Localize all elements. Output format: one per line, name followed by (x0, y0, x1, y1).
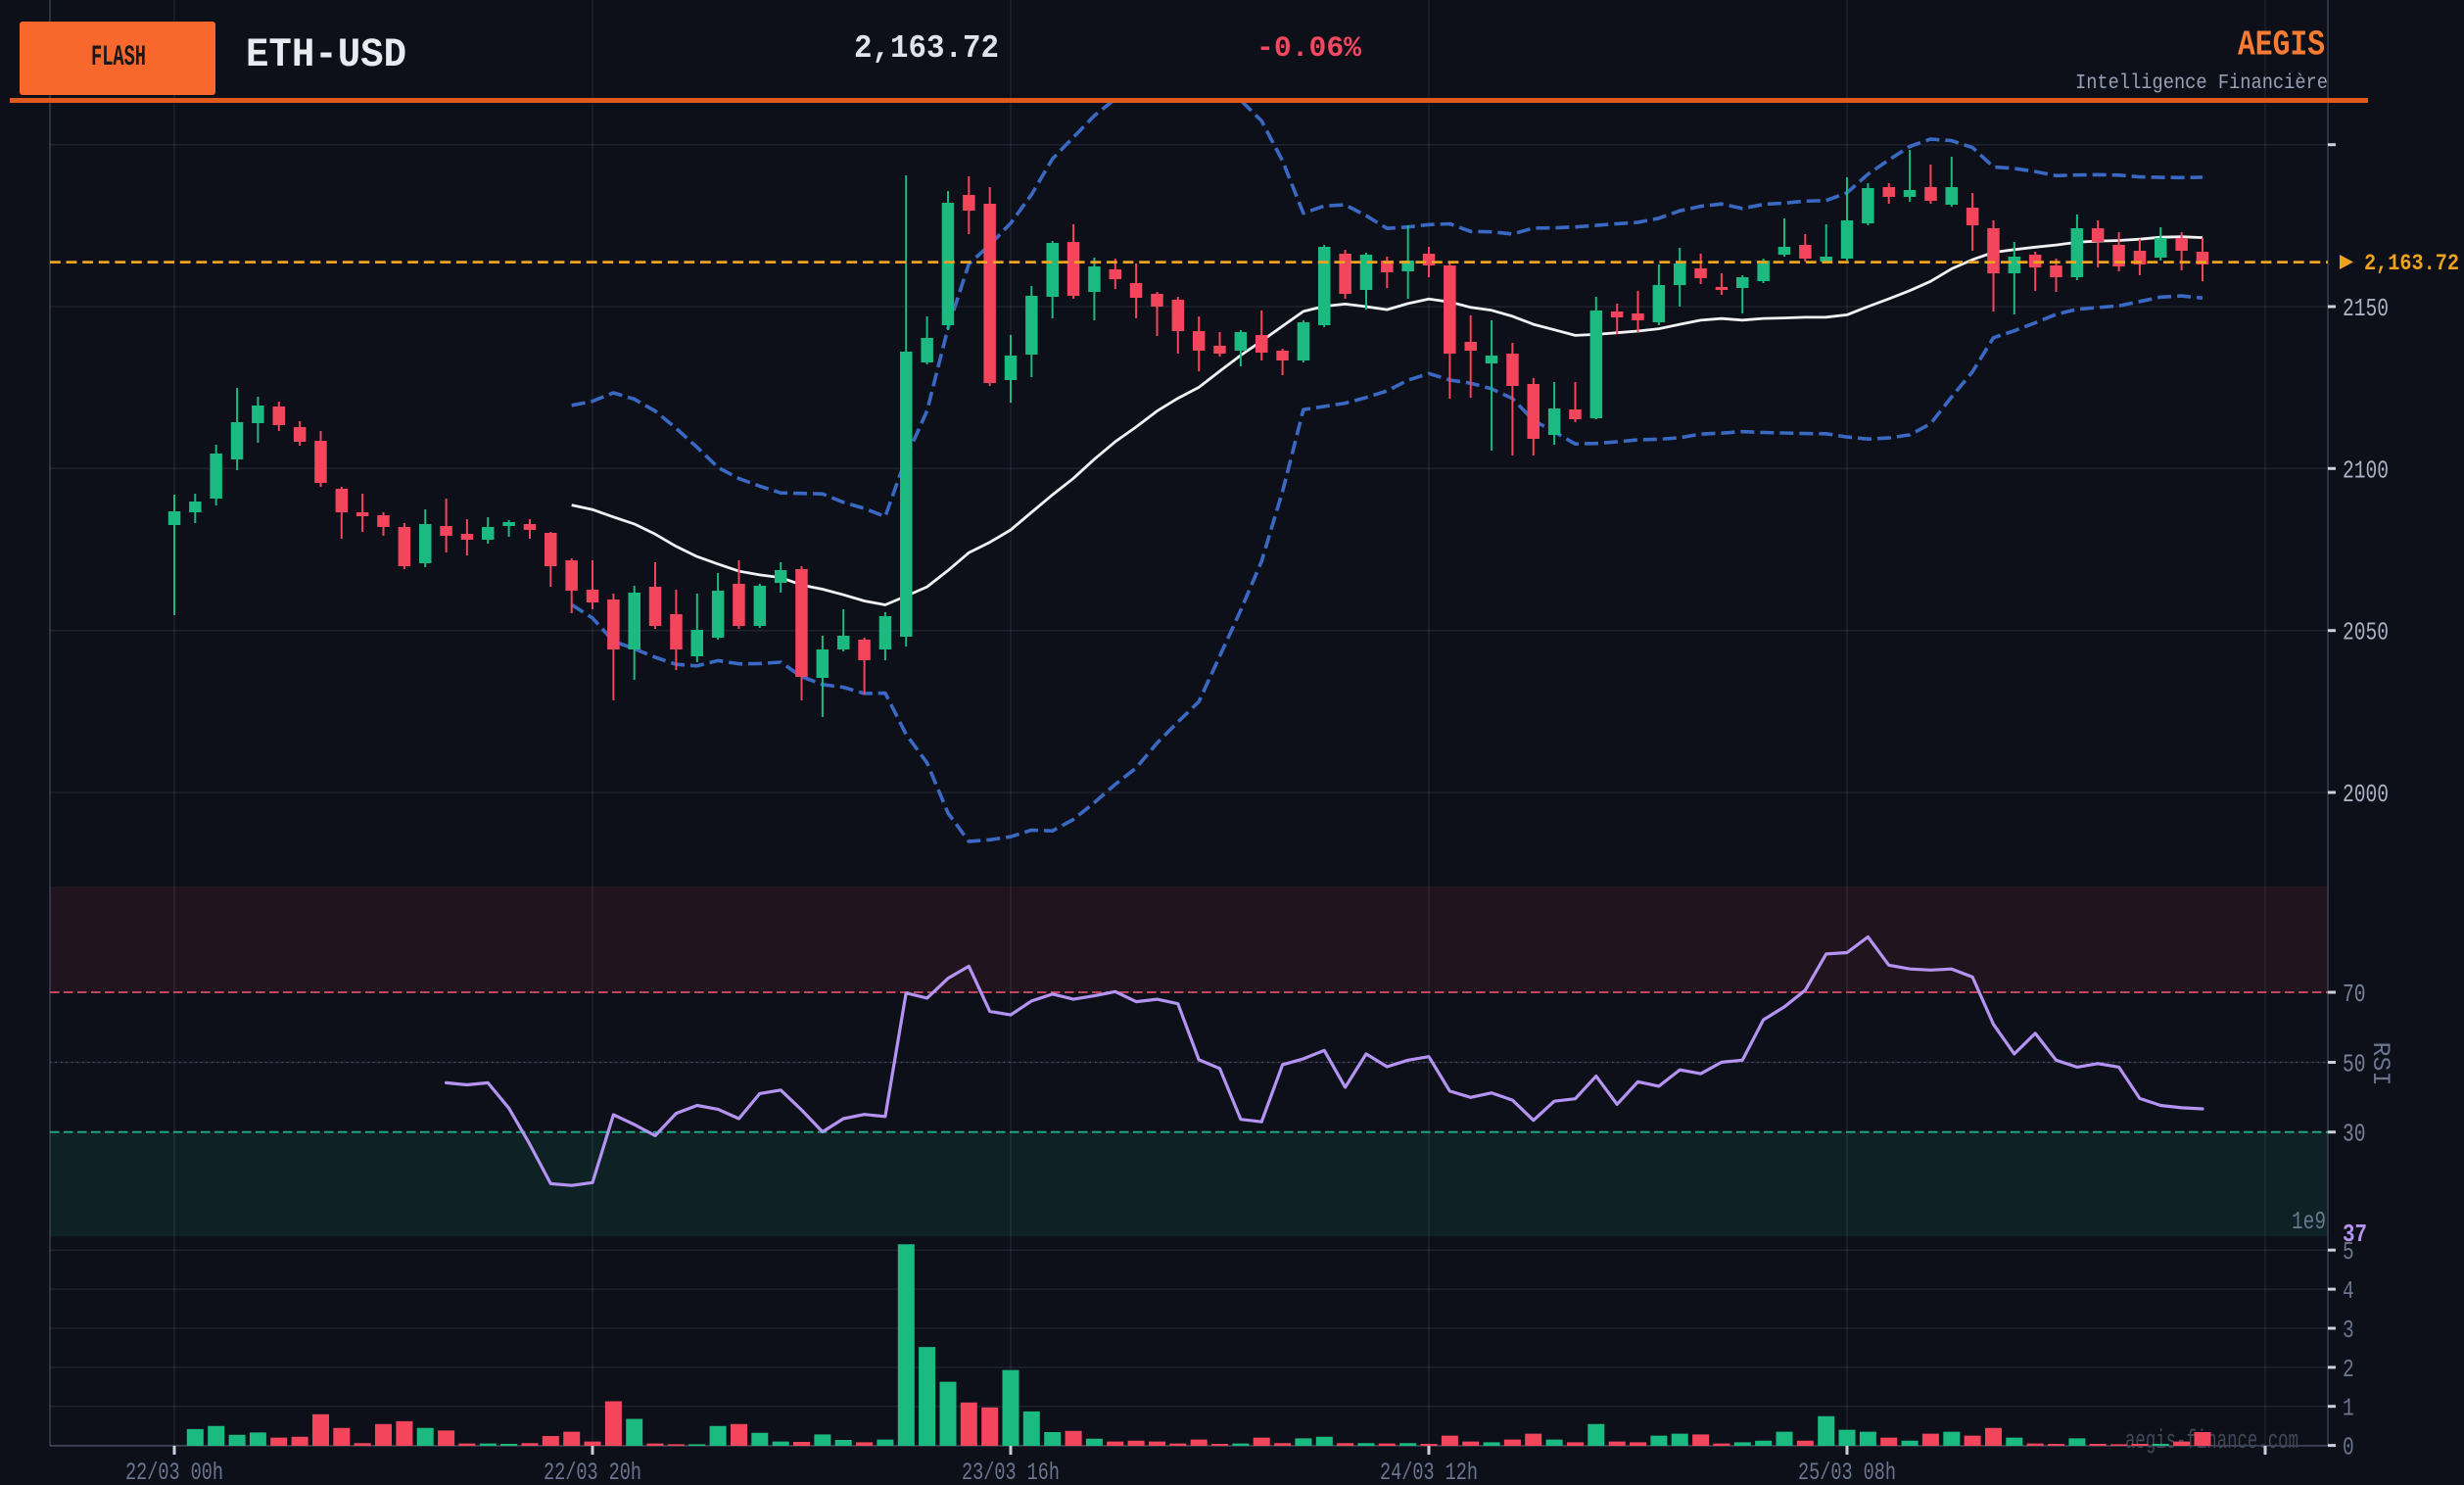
svg-text:AEGIS: AEGIS (2238, 25, 2325, 66)
svg-text:0: 0 (2343, 1433, 2354, 1462)
svg-text:ETH-USD: ETH-USD (246, 31, 406, 78)
svg-text:70: 70 (2343, 980, 2366, 1009)
svg-text:24/03 12h: 24/03 12h (1380, 1459, 1478, 1485)
svg-text:-0.06%: -0.06% (1256, 32, 1362, 66)
svg-text:30: 30 (2343, 1120, 2366, 1149)
svg-text:1e9: 1e9 (2292, 1207, 2326, 1236)
svg-text:23/03 16h: 23/03 16h (962, 1459, 1060, 1485)
svg-text:3: 3 (2343, 1316, 2354, 1345)
svg-text:50: 50 (2343, 1050, 2366, 1079)
svg-text:5: 5 (2343, 1237, 2354, 1267)
svg-text:1: 1 (2343, 1394, 2354, 1423)
svg-text:2150: 2150 (2343, 294, 2389, 323)
svg-text:2,163.72: 2,163.72 (2364, 251, 2459, 276)
svg-text:2000: 2000 (2343, 780, 2389, 809)
svg-text:Intelligence Financière: Intelligence Financière (2075, 72, 2328, 95)
svg-text:37: 37 (2343, 1220, 2367, 1249)
svg-text:aegis-finance.com: aegis-finance.com (2125, 1427, 2298, 1457)
svg-text:22/03 20h: 22/03 20h (544, 1459, 641, 1485)
svg-text:2050: 2050 (2343, 618, 2389, 647)
svg-text:2100: 2100 (2343, 455, 2389, 485)
svg-text:2,163.72: 2,163.72 (854, 30, 999, 67)
svg-text:FLASH: FLASH (91, 41, 146, 74)
svg-text:2: 2 (2343, 1355, 2354, 1384)
svg-text:22/03 00h: 22/03 00h (125, 1459, 223, 1485)
svg-text:4: 4 (2343, 1276, 2354, 1306)
svg-text:RSI: RSI (2366, 1041, 2394, 1085)
svg-text:25/03 08h: 25/03 08h (1798, 1459, 1896, 1485)
